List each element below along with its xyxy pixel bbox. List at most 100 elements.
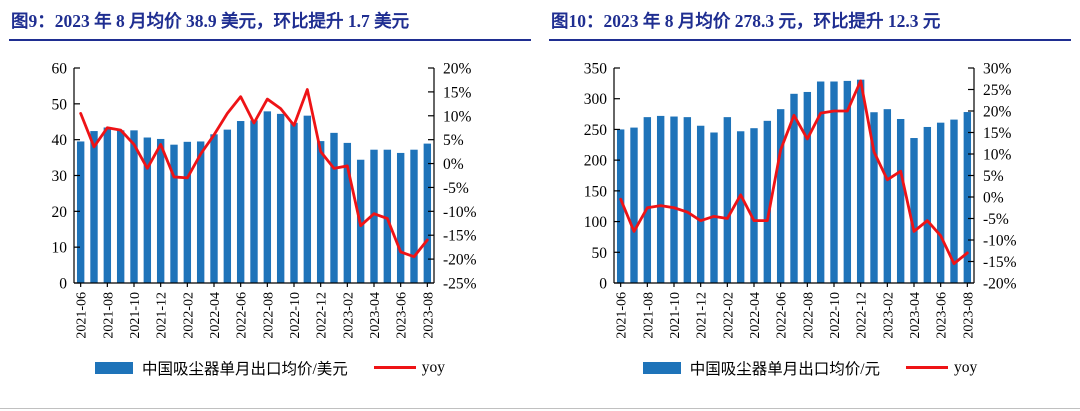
yoy-line bbox=[79, 87, 429, 258]
bar bbox=[263, 111, 272, 283]
bar bbox=[830, 81, 838, 283]
x-axis-label: 2022-10 bbox=[288, 292, 303, 339]
secondary-y-axis-label: -15% bbox=[443, 228, 477, 245]
bar bbox=[696, 125, 705, 283]
bar bbox=[750, 128, 758, 283]
y-axis-label: 20 bbox=[52, 204, 68, 221]
y-axis-label: 30 bbox=[52, 168, 68, 185]
bar bbox=[910, 137, 918, 283]
bar bbox=[790, 93, 798, 283]
bar bbox=[883, 109, 892, 283]
secondary-y-axis-label: -15% bbox=[983, 254, 1017, 271]
x-axis-label: 2022-08 bbox=[801, 292, 816, 339]
bar bbox=[723, 117, 732, 283]
x-axis-label: 2022-08 bbox=[261, 292, 276, 339]
bar bbox=[896, 118, 905, 283]
bar bbox=[423, 143, 432, 283]
x-axis-label: 2023-02 bbox=[881, 292, 896, 339]
line-series-swatch-icon bbox=[906, 366, 949, 370]
bar-series-label: 中国吸尘器单月出口均价/元 bbox=[689, 360, 881, 378]
x-axis-label: 2021-06 bbox=[615, 292, 630, 339]
bar bbox=[210, 134, 218, 283]
secondary-y-axis-label: -20% bbox=[443, 251, 477, 268]
bar bbox=[950, 119, 958, 283]
bar bbox=[856, 79, 865, 283]
yoy-line bbox=[619, 79, 969, 265]
secondary-y-axis-label: -10% bbox=[983, 232, 1017, 249]
line-series-label: yoy bbox=[421, 358, 446, 376]
figure-9-panel: 图9：2023 年 8 月均价 38.9 美元，环比提升 1.7 美元 60 50… bbox=[0, 4, 540, 379]
chart-legend: 中国吸尘器单月出口均价/美元 yoy bbox=[0, 357, 540, 379]
secondary-y-axis-label: 15% bbox=[443, 84, 472, 101]
y-axis-label: 50 bbox=[592, 245, 608, 262]
x-axis-label: 2021-10 bbox=[128, 292, 143, 339]
secondary-y-axis-label: 20% bbox=[443, 60, 472, 77]
bar bbox=[843, 80, 852, 283]
figure-10-chart: 350 300 250 200 150 100 50 0 30% 25% 20% 15% 10% 5% 0%… bbox=[584, 60, 1017, 339]
secondary-y-axis-label: 0% bbox=[983, 189, 1004, 206]
figure-9-chart: 60 50 40 30 20 10 0 20% 15% 10% 5% 0% -5% -10% -15% -20… bbox=[52, 60, 477, 339]
bar bbox=[816, 81, 825, 283]
x-axis-label: 2023-04 bbox=[908, 292, 923, 339]
bar bbox=[183, 141, 192, 283]
y-axis-label: 350 bbox=[584, 60, 608, 77]
page-divider bbox=[0, 408, 1080, 409]
secondary-y-axis-label: 5% bbox=[443, 132, 464, 149]
bar bbox=[250, 120, 258, 283]
bar bbox=[710, 132, 718, 283]
secondary-y-axis-label: 15% bbox=[983, 125, 1012, 142]
bar bbox=[736, 131, 745, 283]
y-axis-label: 0 bbox=[59, 275, 67, 292]
secondary-y-axis-label: 5% bbox=[983, 168, 1004, 185]
x-axis-label: 2021-08 bbox=[101, 292, 116, 339]
x-axis-label: 2021-12 bbox=[155, 292, 170, 339]
bar bbox=[643, 117, 652, 283]
bar bbox=[196, 141, 205, 283]
bar bbox=[963, 111, 972, 283]
figure-10-panel: 图10：2023 年 8 月均价 278.3 元，环比提升 12.3 元 350… bbox=[540, 4, 1080, 379]
x-axis-label: 2022-10 bbox=[828, 292, 843, 339]
secondary-y-axis-label: -10% bbox=[443, 204, 477, 221]
x-axis-label: 2021-06 bbox=[75, 292, 90, 339]
bar-series-swatch-icon bbox=[94, 361, 133, 374]
bar bbox=[223, 129, 232, 283]
secondary-y-axis-label: 25% bbox=[983, 82, 1012, 99]
bar bbox=[343, 142, 352, 283]
y-axis-label: 150 bbox=[584, 183, 608, 200]
x-axis-label: 2022-02 bbox=[721, 292, 736, 339]
bar bbox=[156, 138, 165, 283]
bar bbox=[90, 130, 98, 283]
secondary-y-axis-label: 10% bbox=[983, 146, 1012, 163]
x-axis-label: 2022-04 bbox=[748, 292, 763, 339]
x-axis-label: 2022-04 bbox=[208, 292, 223, 339]
x-axis-label: 2022-12 bbox=[855, 292, 870, 339]
y-axis-label: 200 bbox=[584, 153, 608, 170]
x-axis-label: 2021-12 bbox=[695, 292, 710, 339]
bar bbox=[236, 120, 245, 283]
secondary-y-axis-label: -5% bbox=[443, 180, 469, 197]
chart-legend: 中国吸尘器单月出口均价/元 yoy bbox=[540, 357, 1080, 379]
line-series-label: yoy bbox=[954, 358, 978, 376]
secondary-y-axis-label: 0% bbox=[443, 156, 464, 173]
bar bbox=[803, 91, 812, 283]
x-axis-label: 2023-08 bbox=[961, 292, 976, 339]
y-axis-label: 300 bbox=[584, 91, 608, 108]
bar-series-swatch-icon bbox=[642, 361, 681, 374]
bar bbox=[410, 149, 418, 283]
bar-series-label: 中国吸尘器单月出口均价/美元 bbox=[141, 360, 348, 378]
bar bbox=[316, 140, 325, 283]
bar bbox=[776, 109, 785, 283]
report-figures-row: 图9：2023 年 8 月均价 38.9 美元，环比提升 1.7 美元 60 50… bbox=[0, 4, 1080, 379]
line-series-swatch-icon bbox=[373, 366, 416, 370]
x-axis-label: 2022-02 bbox=[181, 292, 196, 339]
secondary-y-axis-label: -5% bbox=[983, 211, 1009, 228]
bar bbox=[616, 129, 625, 283]
x-axis-label: 2023-06 bbox=[395, 292, 410, 339]
x-axis-label: 2023-06 bbox=[935, 292, 950, 339]
bar bbox=[330, 132, 338, 283]
y-axis-label: 250 bbox=[584, 122, 608, 139]
y-axis-label: 60 bbox=[52, 60, 68, 77]
bar bbox=[143, 137, 152, 283]
bar bbox=[656, 115, 665, 283]
x-axis-label: 2022-12 bbox=[315, 292, 330, 339]
